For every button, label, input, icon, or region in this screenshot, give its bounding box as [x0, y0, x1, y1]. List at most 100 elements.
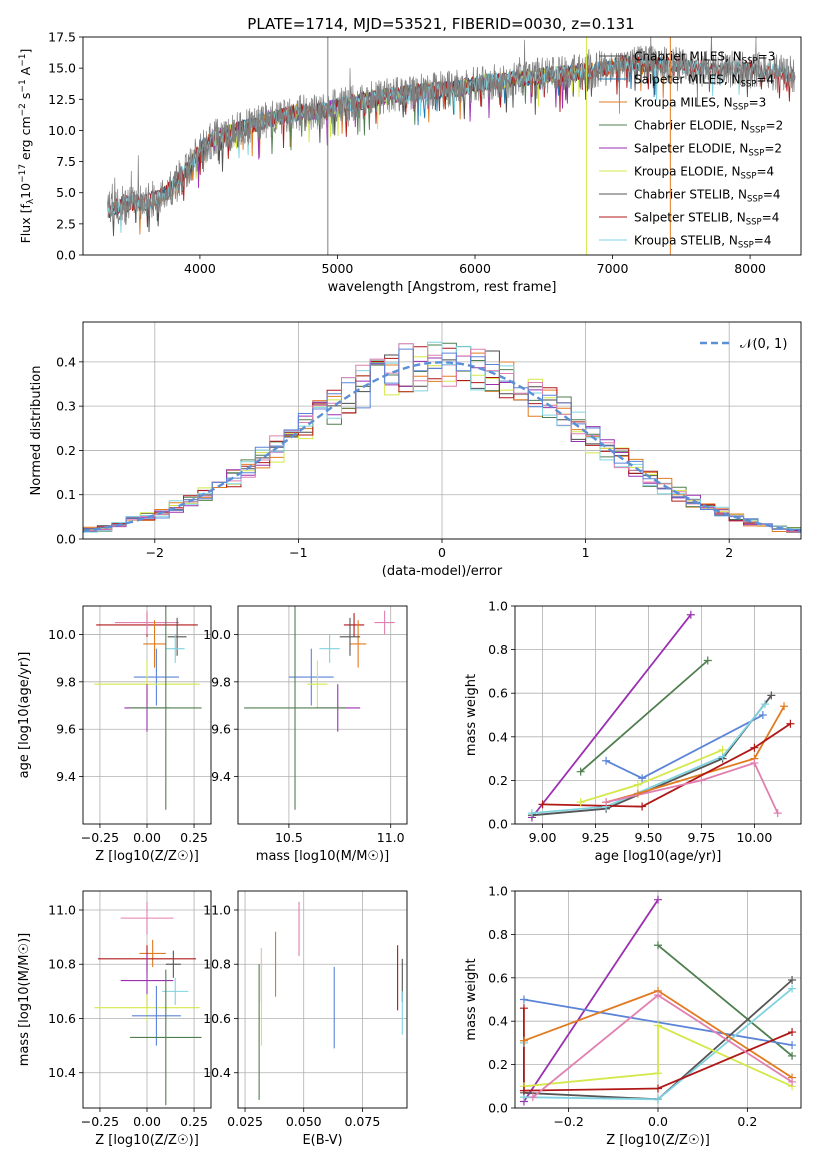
weight-marker [576, 798, 585, 807]
axes-frame [237, 890, 408, 1109]
y-tick-label: 10.4 [203, 1065, 231, 1080]
legend-label-name: Chabrier STELIB, N [634, 188, 747, 202]
y-axis-label-part: −2 [18, 103, 28, 116]
x-tick-label: 9.00 [529, 830, 557, 845]
y-tick-label: 0.2 [488, 1057, 508, 1072]
weight-marker [602, 756, 611, 765]
y-tick-label: 2.5 [56, 216, 76, 231]
x-tick-label: 0.25 [180, 1114, 208, 1129]
legend-label-value: =4 [756, 165, 774, 179]
legend-label-name: Kroupa STELIB, N [634, 234, 738, 248]
y-axis-label: mass weight [464, 958, 479, 1040]
weight-marker [686, 610, 695, 619]
y-tick-label: 1.0 [488, 599, 508, 614]
legend-label-value: =4 [762, 211, 780, 225]
x-tick-label: 5000 [322, 261, 354, 276]
x-axis-label: Z [log10(Z/Z☉)] [95, 1133, 199, 1148]
legend-label: Salpeter STELIB, NSSP=4 [634, 211, 779, 228]
legend-label-name: Kroupa MILES, N [634, 96, 733, 110]
panel-spectrum: 4000 5000 6000 7000 8000 0.0 2.5 5.0 7.5 10.0 12.5… [18, 30, 802, 295]
weight-line [580, 659, 709, 773]
x-tick-label: −2 [146, 545, 164, 560]
weight-marker [788, 1077, 797, 1086]
y-tick-label: 10.6 [203, 1011, 231, 1026]
weight-marker [786, 719, 795, 728]
x-tick-label: −0.25 [81, 830, 119, 845]
y-tick-label: 10.0 [48, 123, 76, 138]
y-tick-label: 1.0 [488, 884, 508, 899]
legend-label: Kroupa MILES, NSSP=3 [634, 96, 766, 113]
gaussian-curve [83, 361, 801, 533]
legend-label-name: Kroupa ELODIE, N [634, 165, 741, 179]
weight-marker [788, 1051, 797, 1060]
weight-marker [750, 758, 759, 767]
x-tick-label: −1 [289, 545, 307, 560]
legend-label: Salpeter MILES, NSSP=4 [634, 73, 774, 90]
residual-histogram [83, 348, 801, 530]
weight-marker [602, 798, 611, 807]
y-tick-label: 10.8 [48, 957, 76, 972]
y-axis-label-part: 10 [18, 183, 33, 199]
x-tick-label: 11.0 [377, 830, 405, 845]
weight-marker [519, 1004, 528, 1013]
x-axis-label: Z [log10(Z/Z☉)] [95, 849, 199, 864]
panel-mass-vs-ebv: 0.025 0.050 0.075 10.4 10.6 10.8 11.0 E(B-V) [203, 890, 408, 1148]
legend-label-value: =2 [766, 119, 784, 133]
y-tick-label: 12.5 [48, 92, 76, 107]
weight-marker [519, 1086, 528, 1095]
weight-marker [519, 1036, 528, 1045]
x-tick-label: 7000 [597, 261, 629, 276]
weight-line [542, 722, 791, 808]
weight-marker [654, 941, 662, 950]
plot-area [83, 341, 801, 533]
chart-title: PLATE=1714, MJD=53521, FIBERID=0030, z=0… [247, 15, 634, 33]
x-axis-label: Z [log10(Z/Z☉)] [606, 1133, 710, 1148]
weight-marker [519, 995, 528, 1004]
y-tick-label: 0.8 [488, 927, 508, 942]
legend-label-value: =4 [754, 234, 772, 248]
panel-residuals: −2 −1 0 1 2 0.0 0.1 0.2 0.3 0.4 (data-model)/error… [29, 321, 802, 579]
weight-marker [528, 1093, 537, 1102]
weight-marker [633, 789, 642, 798]
y-tick-label: 0.1 [56, 487, 76, 502]
model-spectrum-kroupa-miles [107, 54, 668, 235]
plot-area [94, 901, 202, 1106]
weight-marker [654, 1095, 662, 1104]
y-tick-label: 0.4 [56, 354, 76, 369]
legend-label: Chabrier MILES, NSSP=3 [634, 50, 775, 67]
weight-marker [788, 975, 797, 984]
panel-mass-weight-vs-Z: −0.2 0.0 0.2 0.0 0.2 0.4 0.6 0.8 1.0 Z [log10(Z/Z… [464, 884, 802, 1148]
x-tick-label: 0.00 [133, 1114, 161, 1129]
legend-label: Kroupa STELIB, NSSP=4 [634, 234, 772, 251]
plot-area [107, 37, 796, 255]
x-tick-label: 0.00 [133, 830, 161, 845]
y-tick-label: 0.0 [488, 817, 508, 832]
legend-label: Chabrier ELODIE, NSSP=2 [634, 119, 783, 136]
y-tick-label: 0.4 [488, 729, 508, 744]
x-tick-label: 0.075 [345, 1114, 381, 1129]
weight-marker [780, 702, 789, 711]
panel-mass-weight-vs-age: 9.00 9.25 9.50 9.75 10.00 0.0 0.2 0.4 0.6 0.8 1.0 a… [464, 599, 802, 864]
legend-label-value: =4 [763, 188, 781, 202]
y-tick-label: 0.2 [488, 773, 508, 788]
legend: 𝒩(0, 1) [700, 337, 787, 352]
y-axis-label: Normed distribution [29, 366, 44, 496]
legend: Chabrier MILES, NSSP=3 Salpeter MILES, NS… [599, 50, 783, 251]
weight-marker [788, 984, 797, 993]
residual-histogram [83, 343, 801, 533]
y-axis-label-part: Flux [f [18, 204, 33, 244]
axes-frame [237, 605, 408, 825]
legend-label-value: =4 [756, 73, 774, 87]
y-axis-label-part: erg cm [18, 116, 33, 164]
legend-label-sub: SSP [748, 149, 764, 159]
weight-marker [703, 656, 712, 665]
x-tick-label: 1 [582, 545, 590, 560]
legend-label: Chabrier STELIB, NSSP=4 [634, 188, 781, 205]
weight-line [523, 1024, 793, 1088]
weight-marker [760, 700, 769, 709]
y-tick-label: 11.0 [48, 902, 76, 917]
y-tick-label: 0.2 [56, 443, 76, 458]
y-axis-label-part: s [18, 93, 33, 104]
legend-label-sub: SSP [750, 126, 766, 136]
